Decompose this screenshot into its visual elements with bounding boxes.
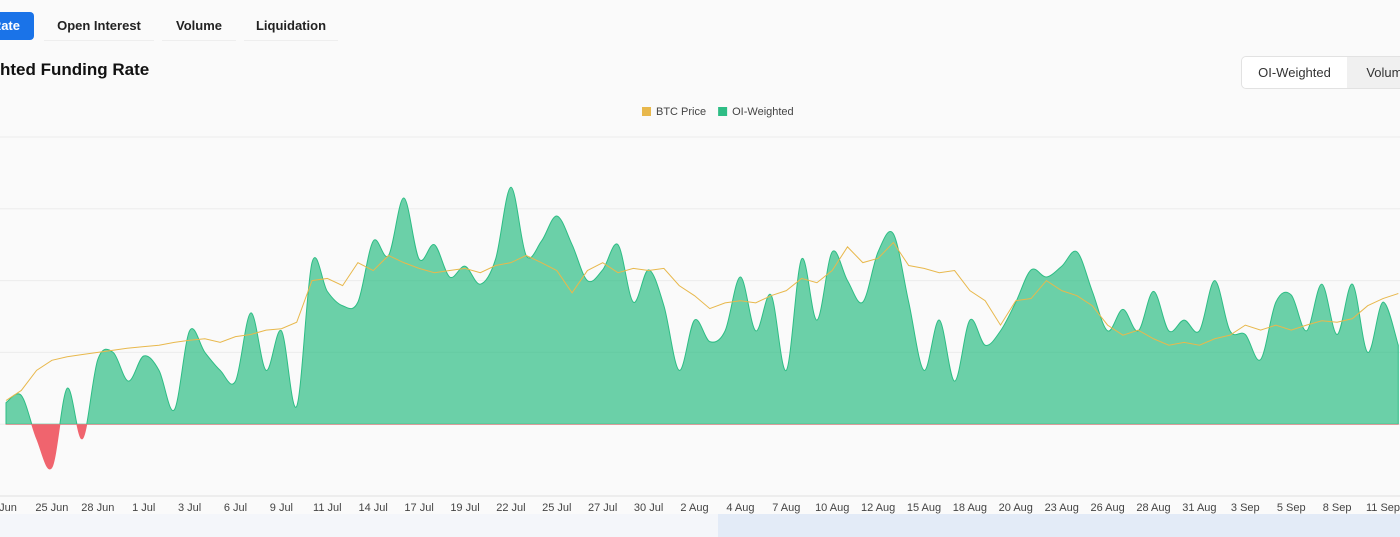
legend-swatch	[718, 107, 728, 116]
x-tick-label: 3 Jul	[178, 502, 201, 514]
toggle-option[interactable]: Volume	[1366, 65, 1400, 80]
tab[interactable]: Open Interest	[44, 12, 154, 41]
x-tick-label: 23 Aug	[1045, 502, 1079, 514]
x-tick-label: 15 Aug	[907, 502, 941, 514]
x-tick-label: 14 Jul	[359, 502, 388, 514]
x-tick-label: 9 Jul	[270, 502, 293, 514]
x-tick-label: 2 Aug	[680, 502, 708, 514]
x-tick-label: Jun	[0, 502, 17, 514]
x-tick-label: 11 Jul	[313, 502, 342, 514]
chart-title: hted Funding Rate	[0, 60, 150, 79]
x-tick-label: 19 Jul	[450, 502, 479, 514]
x-tick-label: 17 Jul	[404, 502, 433, 514]
x-tick-label: 28 Aug	[1136, 502, 1170, 514]
x-tick-label: 10 Aug	[815, 502, 849, 514]
tab[interactable]: Volume	[162, 12, 236, 41]
tab[interactable]: Liquidation	[244, 12, 338, 41]
x-tick-label: 3 Sep	[1231, 502, 1260, 514]
x-tick-label: 11 Sep	[1366, 502, 1400, 514]
toggle-option[interactable]: OI-Weighted	[1242, 57, 1347, 88]
navigator-window	[718, 514, 1400, 537]
toggle-group: OI-Weighted Volume	[1241, 56, 1400, 89]
x-tick-label: 5 Sep	[1277, 502, 1306, 514]
x-tick-label: 7 Aug	[772, 502, 800, 514]
x-tick-label: 18 Aug	[953, 502, 987, 514]
line	[5, 241, 1399, 401]
x-tick-label: 31 Aug	[1182, 502, 1216, 514]
x-tick-label: 6 Jul	[224, 502, 247, 514]
x-tick-label: 12 Aug	[861, 502, 895, 514]
x-tick-label: 22 Jul	[496, 502, 525, 514]
x-tick-label: 25 Jul	[542, 502, 571, 514]
x-tick-label: 8 Sep	[1323, 502, 1352, 514]
x-tick-label: 30 Jul	[634, 502, 663, 514]
x-tick-label: 4 Aug	[726, 502, 754, 514]
x-tick-label: 27 Jul	[588, 502, 617, 514]
tab-active[interactable]: Rate	[0, 12, 34, 40]
area	[5, 186, 1399, 425]
x-tick-label: 28 Jun	[81, 502, 114, 514]
x-tick-label: 26 Aug	[1090, 502, 1124, 514]
x-tick-label: 20 Aug	[999, 502, 1033, 514]
x-tick-label: 25 Jun	[35, 502, 68, 514]
legend-label: BTC Price	[656, 106, 706, 118]
x-tick-label: 1 Jul	[132, 502, 155, 514]
area-negative	[5, 424, 1399, 470]
legend-swatch	[642, 107, 651, 116]
legend-label: OI-Weighted	[732, 106, 794, 118]
